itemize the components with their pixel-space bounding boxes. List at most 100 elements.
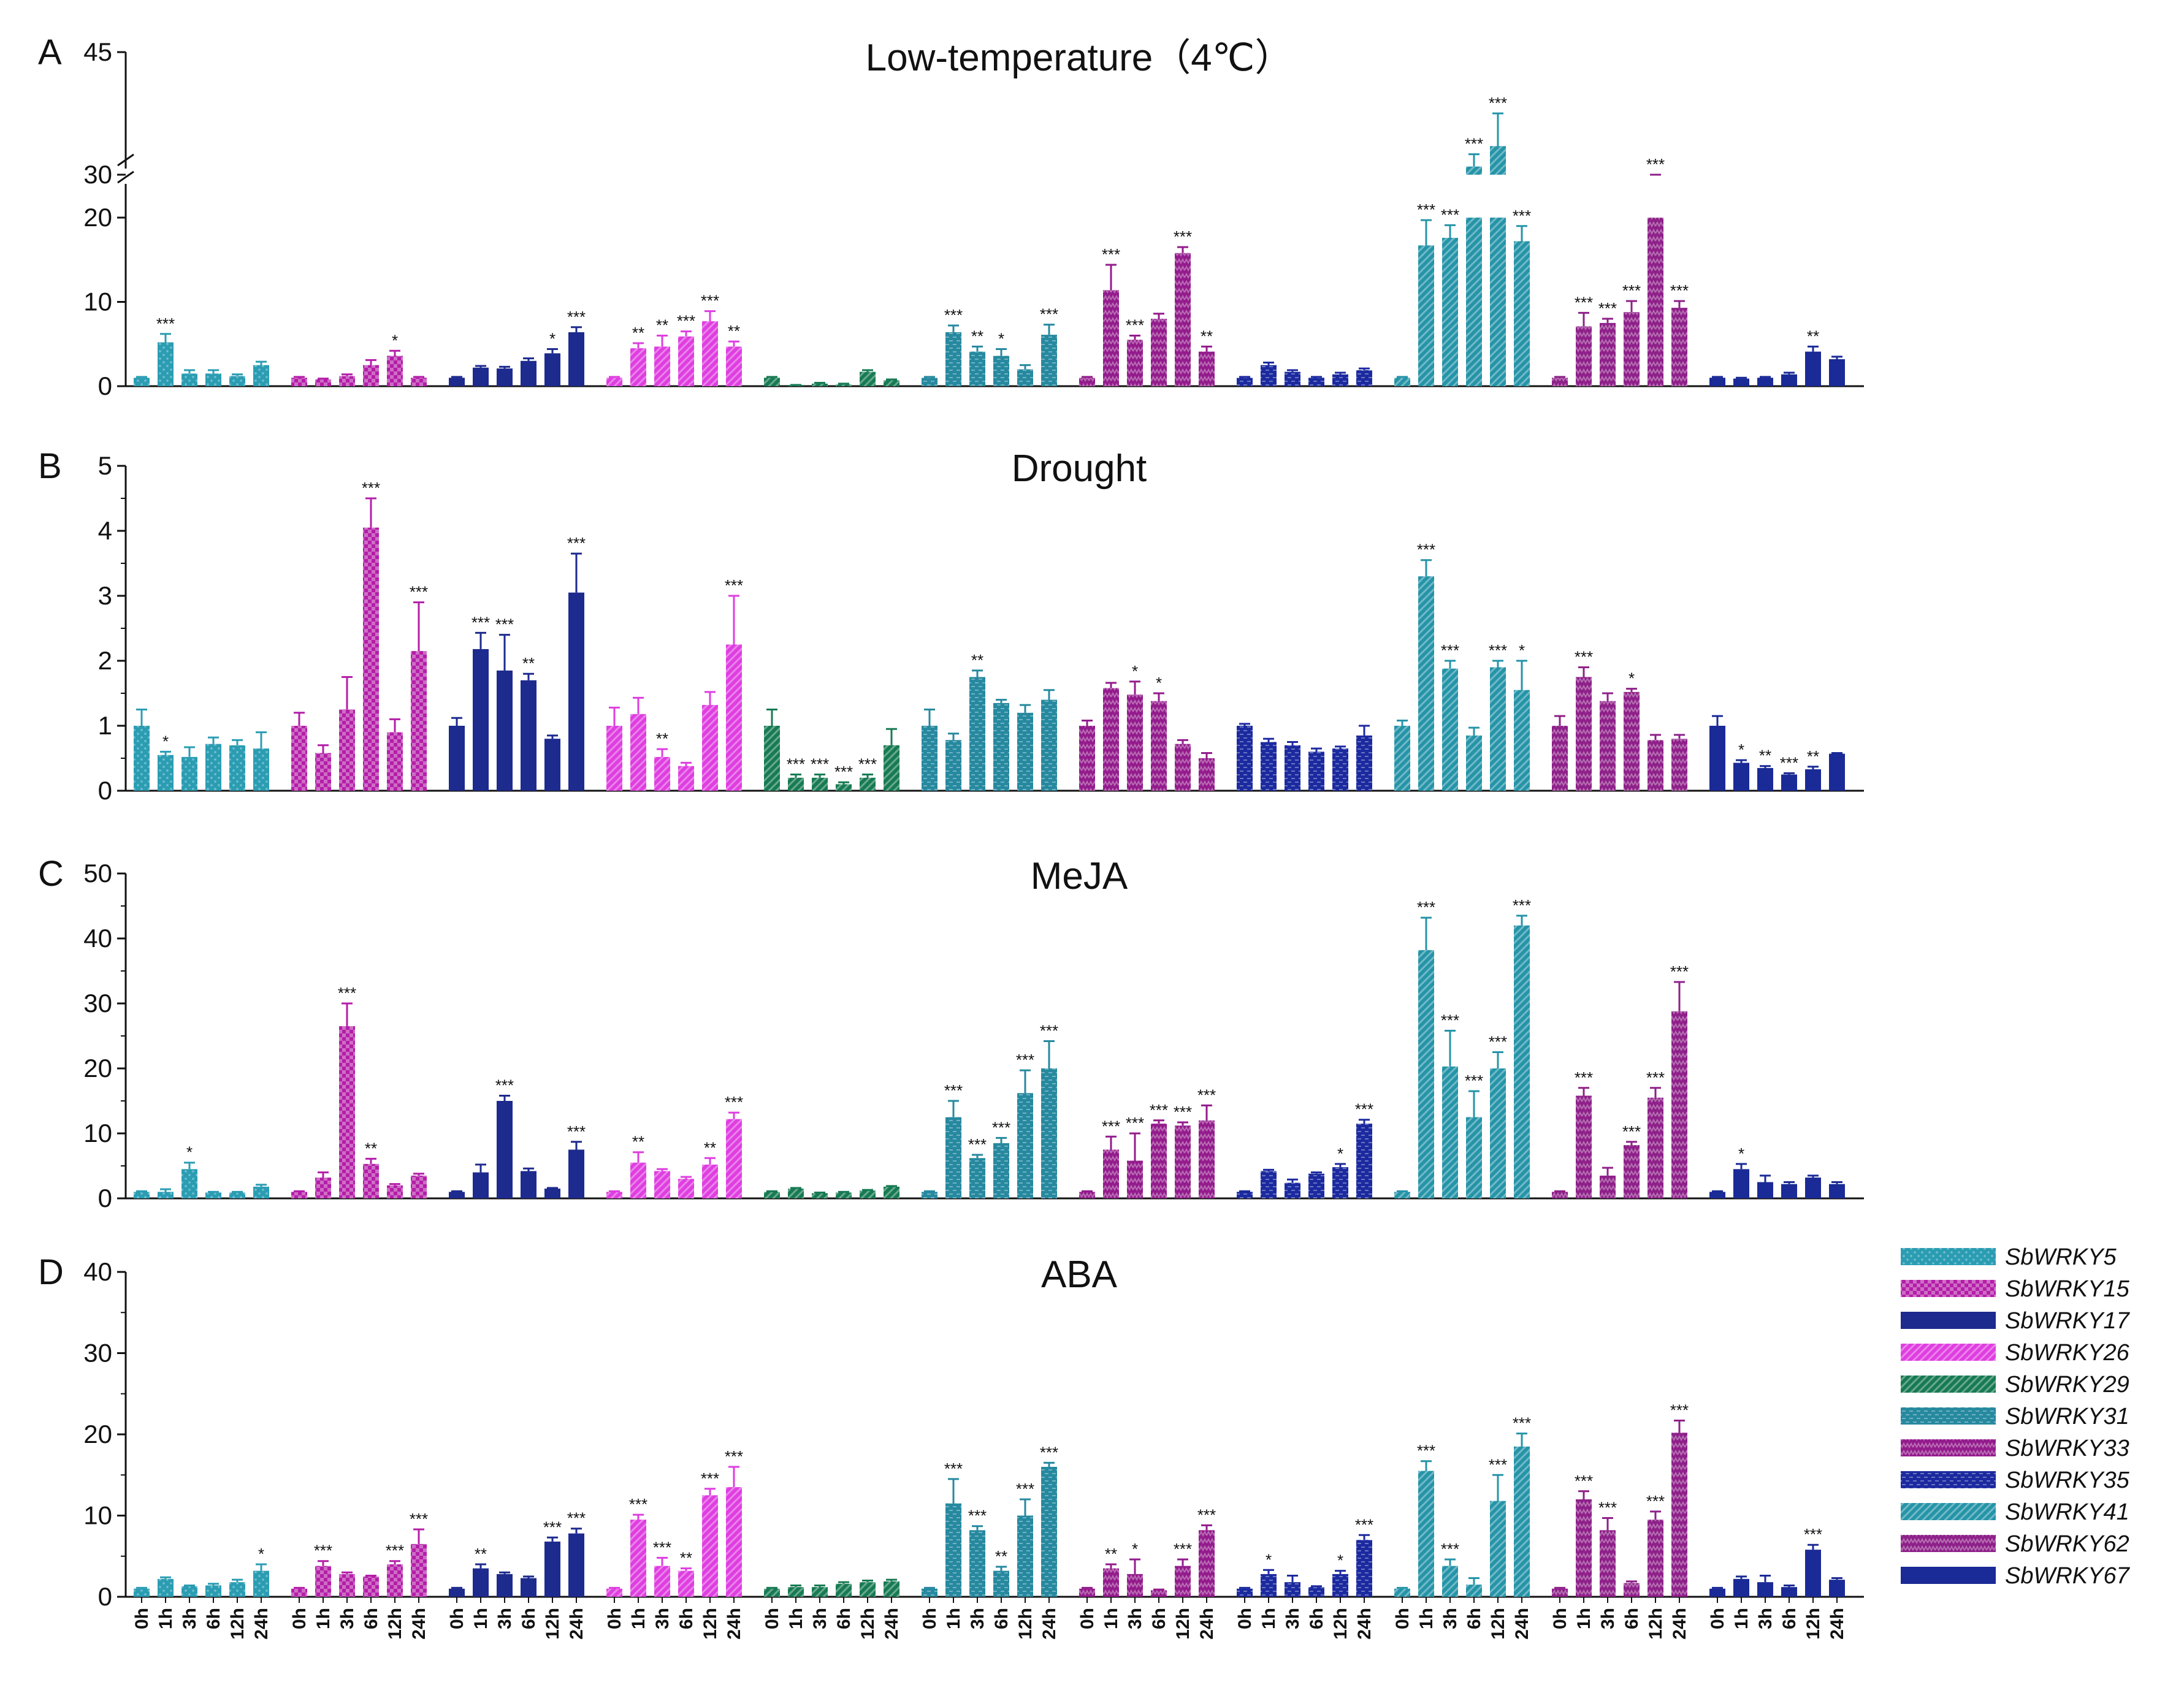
x-tick-label: 12h — [1646, 1608, 1666, 1640]
significance-label: *** — [338, 984, 356, 1002]
bar — [1356, 1540, 1372, 1597]
significance-label: *** — [1575, 293, 1593, 311]
significance-label: * — [1738, 740, 1744, 759]
bar — [1829, 753, 1845, 791]
bar — [884, 380, 899, 386]
bar — [812, 383, 828, 386]
significance-label: *** — [1102, 245, 1120, 264]
bar — [993, 702, 1009, 791]
significance-label: ** — [365, 1139, 377, 1157]
bar — [497, 1101, 513, 1198]
significance-label: ** — [1807, 327, 1819, 345]
bar — [1442, 668, 1458, 791]
bar — [1356, 1124, 1372, 1198]
bar — [1442, 1066, 1458, 1198]
bar — [411, 1543, 427, 1597]
significance-label: ** — [995, 1547, 1007, 1566]
significance-label: ** — [680, 1549, 692, 1567]
x-tick-label: 1h — [313, 1608, 334, 1629]
bar — [860, 1190, 876, 1198]
bar — [1394, 1588, 1410, 1597]
legend-label: SbWRKY15 — [2005, 1276, 2130, 1302]
bar — [521, 680, 536, 791]
bar — [1332, 1574, 1348, 1597]
bar — [1733, 1578, 1749, 1597]
legend-label: SbWRKY35 — [2005, 1467, 2130, 1493]
x-tick-label: 12h — [1803, 1608, 1823, 1640]
bar — [812, 1587, 828, 1597]
bar — [993, 1143, 1009, 1198]
legend-label: SbWRKY5 — [2005, 1244, 2117, 1270]
gene-group-sbwrky35 — [1237, 723, 1372, 791]
significance-label: * — [1337, 1144, 1343, 1163]
bar — [1552, 378, 1568, 386]
bar — [363, 527, 379, 791]
bar — [1261, 742, 1277, 791]
significance-label: *** — [858, 755, 877, 774]
bar — [969, 1158, 985, 1198]
bar — [1394, 1192, 1410, 1198]
bar — [1829, 1580, 1845, 1597]
bar — [1671, 739, 1687, 791]
significance-label: *** — [567, 308, 586, 326]
gene-group-sbwrky5: *** — [134, 314, 269, 386]
x-tick-label: 3h — [968, 1608, 988, 1629]
bar — [1490, 218, 1506, 386]
bar — [1781, 1184, 1797, 1198]
bar — [726, 1487, 742, 1597]
y-tick-label: 10 — [83, 1501, 112, 1530]
bar — [1648, 218, 1663, 386]
significance-label: *** — [1040, 1021, 1058, 1040]
panel-letter: D — [38, 1252, 64, 1292]
significance-label: * — [1628, 669, 1635, 688]
significance-label: ** — [632, 324, 644, 342]
legend-swatch — [1901, 1376, 1996, 1393]
significance-label: ** — [475, 1545, 487, 1563]
bar — [630, 348, 646, 386]
x-tick-label: 6h — [991, 1608, 1012, 1629]
bar — [1576, 677, 1592, 791]
y-tick-label: 10 — [83, 1119, 112, 1147]
bar — [1442, 1566, 1458, 1597]
bar — [860, 1582, 876, 1597]
bar — [473, 1172, 489, 1198]
gene-group-sbwrky5: * — [134, 1545, 269, 1597]
y-tick-label: 40 — [83, 1257, 112, 1286]
x-tick-label: 1h — [628, 1608, 649, 1629]
y-tick-label: 0 — [98, 371, 112, 400]
significance-label: *** — [1646, 1068, 1665, 1087]
bar — [1709, 1588, 1725, 1597]
bar — [702, 705, 718, 791]
significance-label: ** — [656, 729, 668, 748]
x-tick-label: 6h — [676, 1608, 697, 1629]
x-tick-label: 6h — [1622, 1608, 1642, 1629]
x-tick-label: 24h — [1827, 1608, 1847, 1640]
gene-group-sbwrky67: *** — [1709, 1525, 1845, 1597]
x-tick-label: 12h — [1331, 1608, 1351, 1640]
significance-label: *** — [1441, 641, 1459, 660]
gene-group-sbwrky17: **** — [449, 308, 586, 386]
bar — [229, 745, 245, 791]
gene-group-sbwrky33: ** — [1079, 662, 1215, 791]
significance-label: *** — [1355, 1515, 1373, 1534]
significance-label: *** — [1016, 1051, 1034, 1069]
bar — [568, 1533, 584, 1597]
bar — [1079, 378, 1095, 386]
bar — [181, 1586, 197, 1597]
bar-upper — [1490, 146, 1506, 175]
y-tick-label: 1 — [98, 711, 112, 740]
significance-label: *** — [677, 312, 695, 330]
bar — [1394, 378, 1410, 386]
y-tick-label: 40 — [83, 924, 112, 953]
significance-label: *** — [1197, 1086, 1216, 1104]
bar — [544, 353, 560, 386]
significance-label: *** — [944, 1459, 963, 1478]
x-tick-label: 1h — [1416, 1608, 1437, 1629]
panel-letter: C — [38, 854, 64, 894]
bar — [1017, 1093, 1033, 1198]
x-tick-label: 24h — [567, 1608, 587, 1640]
legend-swatch — [1901, 1344, 1996, 1361]
bar — [1514, 690, 1530, 791]
significance-label: *** — [1780, 753, 1798, 772]
bar — [1418, 576, 1434, 791]
